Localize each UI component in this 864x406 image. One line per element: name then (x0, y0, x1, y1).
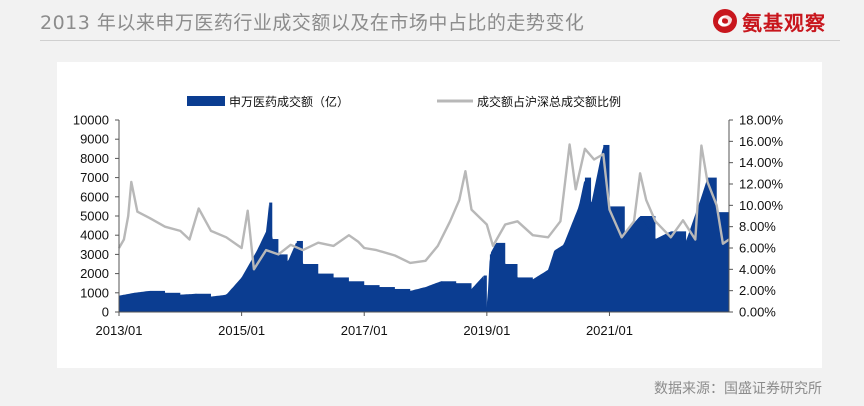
y-left-tick-label: 10000 (73, 113, 109, 128)
y-right-tick-label: 6.00% (739, 241, 776, 256)
y-left-tick-label: 6000 (80, 189, 109, 204)
y-right-tick-label: 16.00% (739, 134, 784, 149)
bar-series (119, 144, 729, 312)
legend-swatch-bar (187, 96, 225, 106)
x-tick-label: 2015/01 (218, 323, 265, 338)
chart: 1000090008000700060005000400030002000100… (73, 94, 784, 339)
y-right-tick-label: 14.00% (739, 155, 784, 170)
brand: 氨基观察 (712, 6, 826, 36)
chart-panel: 10000 9000 8000 7000 6000 5000 4000 3000 2000 100… (57, 62, 822, 368)
y-left-tick-label: 4000 (80, 228, 109, 243)
legend: 申万医药成交额（亿） 成交额占沪深总成交额比例 (187, 94, 621, 109)
y-left-tick-label: 8000 (80, 151, 109, 166)
legend-label-line: 成交额占沪深总成交额比例 (477, 94, 621, 109)
title-underline (40, 40, 840, 41)
legend-label-bar: 申万医药成交额（亿） (229, 94, 349, 109)
brand-name: 氨基观察 (742, 10, 826, 35)
y-left-tick-label: 7000 (80, 170, 109, 185)
y-left-tick-label: 0 (102, 305, 109, 320)
source-note: 数据来源：国盛证券研究所 (654, 381, 822, 397)
y-right-tick-label: 4.00% (739, 262, 776, 277)
line-series (117, 143, 730, 271)
swirl-logo-icon (713, 9, 737, 33)
x-tick-label: 2013/01 (96, 323, 143, 338)
y-left-tick-label: 2000 (80, 266, 109, 281)
y-left-tick-label: 1000 (80, 285, 109, 300)
bar-area (119, 146, 729, 312)
y-right-tick-label: 8.00% (739, 219, 776, 234)
y-right-tick-label: 18.00% (739, 113, 784, 128)
y-right-tick-label: 0.00% (739, 305, 776, 320)
page-title: 2013 年以来申万医药行业成交额以及在市场中占比的走势变化 (40, 12, 585, 34)
y-right-tick-label: 2.00% (739, 283, 776, 298)
y-right-tick-label: 12.00% (739, 177, 784, 192)
x-tick-label: 2017/01 (341, 323, 388, 338)
x-tick-label: 2021/01 (586, 323, 633, 338)
y-left-tick-label: 9000 (80, 132, 109, 147)
y-left-tick-label: 3000 (80, 247, 109, 262)
axes: 1000090008000700060005000400030002000100… (73, 113, 784, 339)
y-right-tick-label: 10.00% (739, 198, 784, 213)
x-tick-label: 2019/01 (463, 323, 510, 338)
y-left-tick-label: 5000 (80, 209, 109, 224)
header: 2013 年以来申万医药行业成交额以及在市场中占比的走势变化 氨基观察 (0, 0, 864, 44)
